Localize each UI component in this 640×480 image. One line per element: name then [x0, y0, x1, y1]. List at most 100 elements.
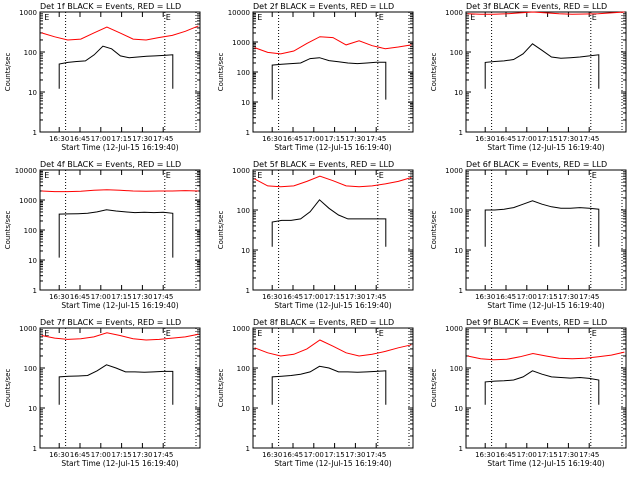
x-tick-label: 17:15: [538, 293, 558, 301]
x-tick-label: 16:45: [283, 293, 303, 301]
y-axis-label: Counts/sec: [4, 53, 12, 92]
x-tick-label: 16:30: [262, 135, 282, 143]
y-tick-label: 1: [246, 287, 250, 295]
x-tick-label: 17:45: [579, 451, 599, 459]
x-tick-label: 16:45: [70, 135, 90, 143]
y-tick-label: 100: [24, 49, 37, 57]
x-tick-label: 17:30: [345, 293, 365, 301]
x-tick-label: 17:30: [558, 451, 578, 459]
lld-series-line: [41, 25, 199, 41]
events-series-line: [484, 43, 600, 89]
x-axis-label: Start Time (12-Jul-15 16:19:40): [274, 459, 391, 468]
lld-series-line: [41, 189, 199, 193]
y-tick-label: 1000: [232, 167, 250, 175]
x-tick-label: 16:30: [262, 451, 282, 459]
x-tick-label: 16:45: [70, 293, 90, 301]
annotation-marker: E: [257, 13, 262, 22]
x-tick-label: 17:15: [112, 451, 132, 459]
annotation-marker: E: [379, 13, 384, 22]
y-tick-label: 1: [246, 129, 250, 137]
y-tick-label: 10: [241, 99, 250, 107]
plot-frame: [39, 327, 201, 449]
y-tick-label: 100: [237, 69, 250, 77]
y-tick-label: 10: [454, 89, 463, 97]
y-axis-label: Counts/sec: [4, 369, 12, 408]
x-tick-label: 16:45: [70, 451, 90, 459]
y-tick-label: 100: [450, 207, 463, 215]
y-tick-label: 1000: [232, 39, 250, 47]
x-tick-label: 16:45: [496, 293, 516, 301]
panel-title: Det 5f BLACK = Events, RED = LLD: [253, 160, 394, 169]
x-tick-label: 17:00: [304, 135, 324, 143]
y-tick-label: 10000: [228, 9, 250, 17]
x-tick-label: 17:15: [325, 135, 345, 143]
x-tick-label: 17:00: [91, 451, 111, 459]
annotation-marker: E: [44, 171, 49, 180]
x-tick-label: 17:45: [579, 293, 599, 301]
panel-det-5: Det 5f BLACK = Events, RED = LLD 1 10 100 10…: [217, 160, 414, 310]
panel-title: Det 6f BLACK = Events, RED = LLD: [466, 160, 607, 169]
panel-det-9: Det 9f BLACK = Events, RED = LLD 1 10 100 10…: [430, 318, 627, 468]
x-tick-label: 17:00: [517, 293, 537, 301]
x-tick-label: 17:45: [366, 293, 386, 301]
x-tick-label: 16:30: [262, 293, 282, 301]
panel-det-2: Det 2f BLACK = Events, RED = LLD 1 10 100 10…: [217, 2, 414, 152]
y-tick-label: 1: [246, 445, 250, 453]
panel-det-1: Det 1f BLACK = Events, RED = LLD 1 10 100 10…: [4, 2, 201, 152]
x-axis-label: Start Time (12-Jul-15 16:19:40): [487, 143, 604, 152]
x-tick-label: 16:30: [49, 293, 69, 301]
lld-series-line: [467, 351, 625, 361]
y-axis-label: Counts/sec: [4, 211, 12, 250]
panel-det-4: Det 4f BLACK = Events, RED = LLD 1 10 100 10…: [4, 160, 201, 310]
x-tick-label: 17:30: [132, 135, 152, 143]
lld-series-line: [467, 11, 625, 15]
y-tick-label: 100: [24, 365, 37, 373]
y-tick-label: 1000: [19, 9, 37, 17]
events-series-line: [58, 209, 174, 258]
lld-series-line: [254, 36, 412, 55]
panel-title: Det 9f BLACK = Events, RED = LLD: [466, 318, 607, 327]
x-axis-label: Start Time (12-Jul-15 16:19:40): [487, 301, 604, 310]
panel-title: Det 1f BLACK = Events, RED = LLD: [40, 2, 181, 11]
x-tick-label: 17:00: [304, 451, 324, 459]
x-axis-label: Start Time (12-Jul-15 16:19:40): [61, 301, 178, 310]
x-tick-label: 17:00: [304, 293, 324, 301]
x-tick-label: 17:30: [132, 451, 152, 459]
x-tick-label: 17:15: [112, 293, 132, 301]
y-tick-label: 1: [459, 445, 463, 453]
y-tick-label: 100: [237, 365, 250, 373]
y-tick-label: 1000: [19, 325, 37, 333]
plot-frame: [465, 327, 627, 449]
x-tick-label: 17:45: [153, 135, 173, 143]
x-tick-label: 17:45: [366, 135, 386, 143]
events-series-line: [484, 200, 600, 247]
y-tick-label: 100: [237, 207, 250, 215]
x-tick-label: 17:00: [91, 293, 111, 301]
x-tick-label: 17:15: [325, 451, 345, 459]
plot-frame: [252, 11, 414, 133]
x-axis-label: Start Time (12-Jul-15 16:19:40): [61, 459, 178, 468]
annotation-marker: E: [166, 329, 171, 338]
events-series-line: [484, 370, 600, 405]
y-axis-label: Counts/sec: [217, 53, 225, 92]
plot-frame: [39, 11, 201, 133]
y-tick-label: 100: [24, 227, 37, 235]
lld-series-line: [41, 332, 199, 341]
panel-det-8: Det 8f BLACK = Events, RED = LLD 1 10 100 10…: [217, 318, 414, 468]
annotation-marker: E: [592, 171, 597, 180]
y-tick-label: 100: [450, 49, 463, 57]
y-tick-label: 1: [33, 129, 37, 137]
events-series-line: [271, 57, 387, 100]
annotation-marker: E: [592, 13, 597, 22]
y-tick-label: 10: [28, 89, 37, 97]
y-tick-label: 10: [454, 247, 463, 255]
x-tick-label: 17:45: [579, 135, 599, 143]
x-tick-label: 17:45: [366, 451, 386, 459]
panel-title: Det 7f BLACK = Events, RED = LLD: [40, 318, 181, 327]
y-tick-label: 1: [33, 445, 37, 453]
x-axis-label: Start Time (12-Jul-15 16:19:40): [487, 459, 604, 468]
annotation-marker: E: [379, 329, 384, 338]
y-tick-label: 1000: [445, 167, 463, 175]
panel-title: Det 3f BLACK = Events, RED = LLD: [466, 2, 607, 11]
y-axis-label: Counts/sec: [217, 369, 225, 408]
